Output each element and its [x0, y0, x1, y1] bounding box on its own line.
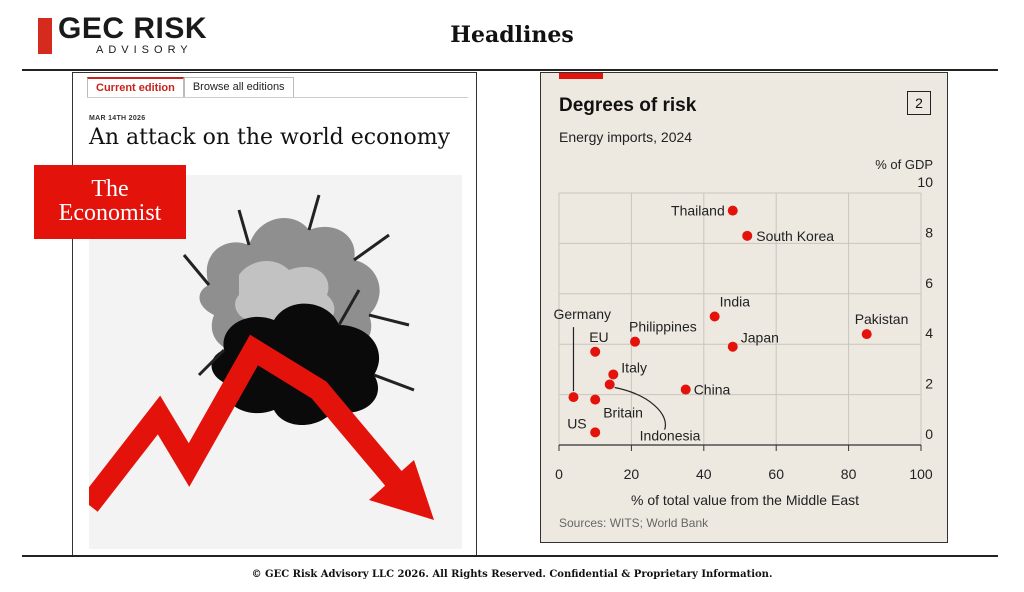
tab-browse-editions[interactable]: Browse all editions	[183, 77, 294, 97]
y-tick-label: 10	[917, 174, 933, 190]
cover-illustration	[89, 194, 434, 520]
chart-subtitle: Energy imports, 2024	[559, 129, 693, 145]
chart-panel: Degrees of risk 2 Energy imports, 2024 0…	[540, 72, 948, 543]
point-label: South Korea	[756, 228, 834, 244]
edition-date: MAR 14TH 2026	[89, 115, 146, 122]
x-axis-label: % of total value from the Middle East	[631, 492, 859, 508]
data-point	[590, 427, 601, 438]
chart-number-badge: 2	[907, 91, 931, 115]
data-point	[630, 336, 641, 347]
data-point	[608, 369, 619, 380]
edition-tabs: Current edition Browse all editions	[87, 77, 294, 97]
x-tick-label: 20	[624, 466, 640, 482]
y-tick-label: 2	[925, 376, 933, 392]
cover-image[interactable]	[89, 175, 462, 549]
logo-line-the: The	[91, 176, 129, 202]
x-tick-label: 100	[909, 466, 933, 482]
x-tick-label: 0	[555, 466, 563, 482]
footer-divider	[22, 555, 998, 557]
gec-logo: GEC RISK ADVISORY	[38, 12, 218, 58]
data-point	[568, 392, 579, 403]
data-point	[590, 394, 601, 405]
data-point	[680, 384, 691, 395]
logo-name: GEC RISK	[58, 12, 208, 45]
y-tick-label: 6	[925, 275, 933, 291]
chart-red-tab	[559, 73, 603, 79]
logo-subtitle: ADVISORY	[96, 44, 193, 56]
x-tick-label: 40	[696, 466, 712, 482]
data-point	[742, 230, 753, 241]
indonesia-leader-line	[614, 386, 667, 430]
data-point	[861, 329, 872, 340]
data-point	[727, 205, 738, 216]
data-point	[590, 346, 601, 357]
edition-headline[interactable]: An attack on the world economy	[89, 125, 451, 150]
point-label: Germany	[553, 306, 611, 322]
header-divider	[22, 69, 998, 71]
data-point	[709, 311, 720, 322]
point-label: India	[720, 293, 751, 309]
tab-underline	[87, 97, 468, 98]
page-title: Headlines	[450, 22, 574, 48]
point-label: EU	[589, 329, 608, 345]
point-label: China	[694, 382, 731, 398]
logo-line-economist: Economist	[58, 200, 162, 226]
y-axis-label: % of GDP	[875, 157, 933, 172]
point-label: US	[567, 415, 586, 431]
y-tick-label: 0	[925, 426, 933, 442]
point-label: Italy	[621, 359, 647, 375]
point-label: Pakistan	[855, 311, 909, 327]
point-label: Japan	[741, 330, 779, 346]
point-label: Thailand	[671, 203, 725, 219]
copyright-footer: © GEC Risk Advisory LLC 2026. All Rights…	[251, 569, 773, 580]
economist-panel: Current edition Browse all editions MAR …	[72, 72, 477, 556]
point-label: Philippines	[629, 319, 697, 335]
y-tick-label: 4	[925, 325, 933, 341]
chart-title: Degrees of risk	[559, 95, 697, 116]
chart-source: Sources: WITS; World Bank	[559, 516, 709, 530]
point-label: Britain	[603, 405, 643, 421]
logo-red-bar	[38, 18, 52, 54]
x-tick-label: 80	[841, 466, 857, 482]
data-point	[727, 341, 738, 352]
data-point	[604, 379, 615, 390]
point-label: Indonesia	[640, 428, 701, 444]
economist-logo: The Economist	[34, 165, 186, 239]
x-tick-label: 60	[768, 466, 784, 482]
tab-current-edition[interactable]: Current edition	[87, 77, 184, 97]
y-tick-label: 8	[925, 224, 933, 240]
